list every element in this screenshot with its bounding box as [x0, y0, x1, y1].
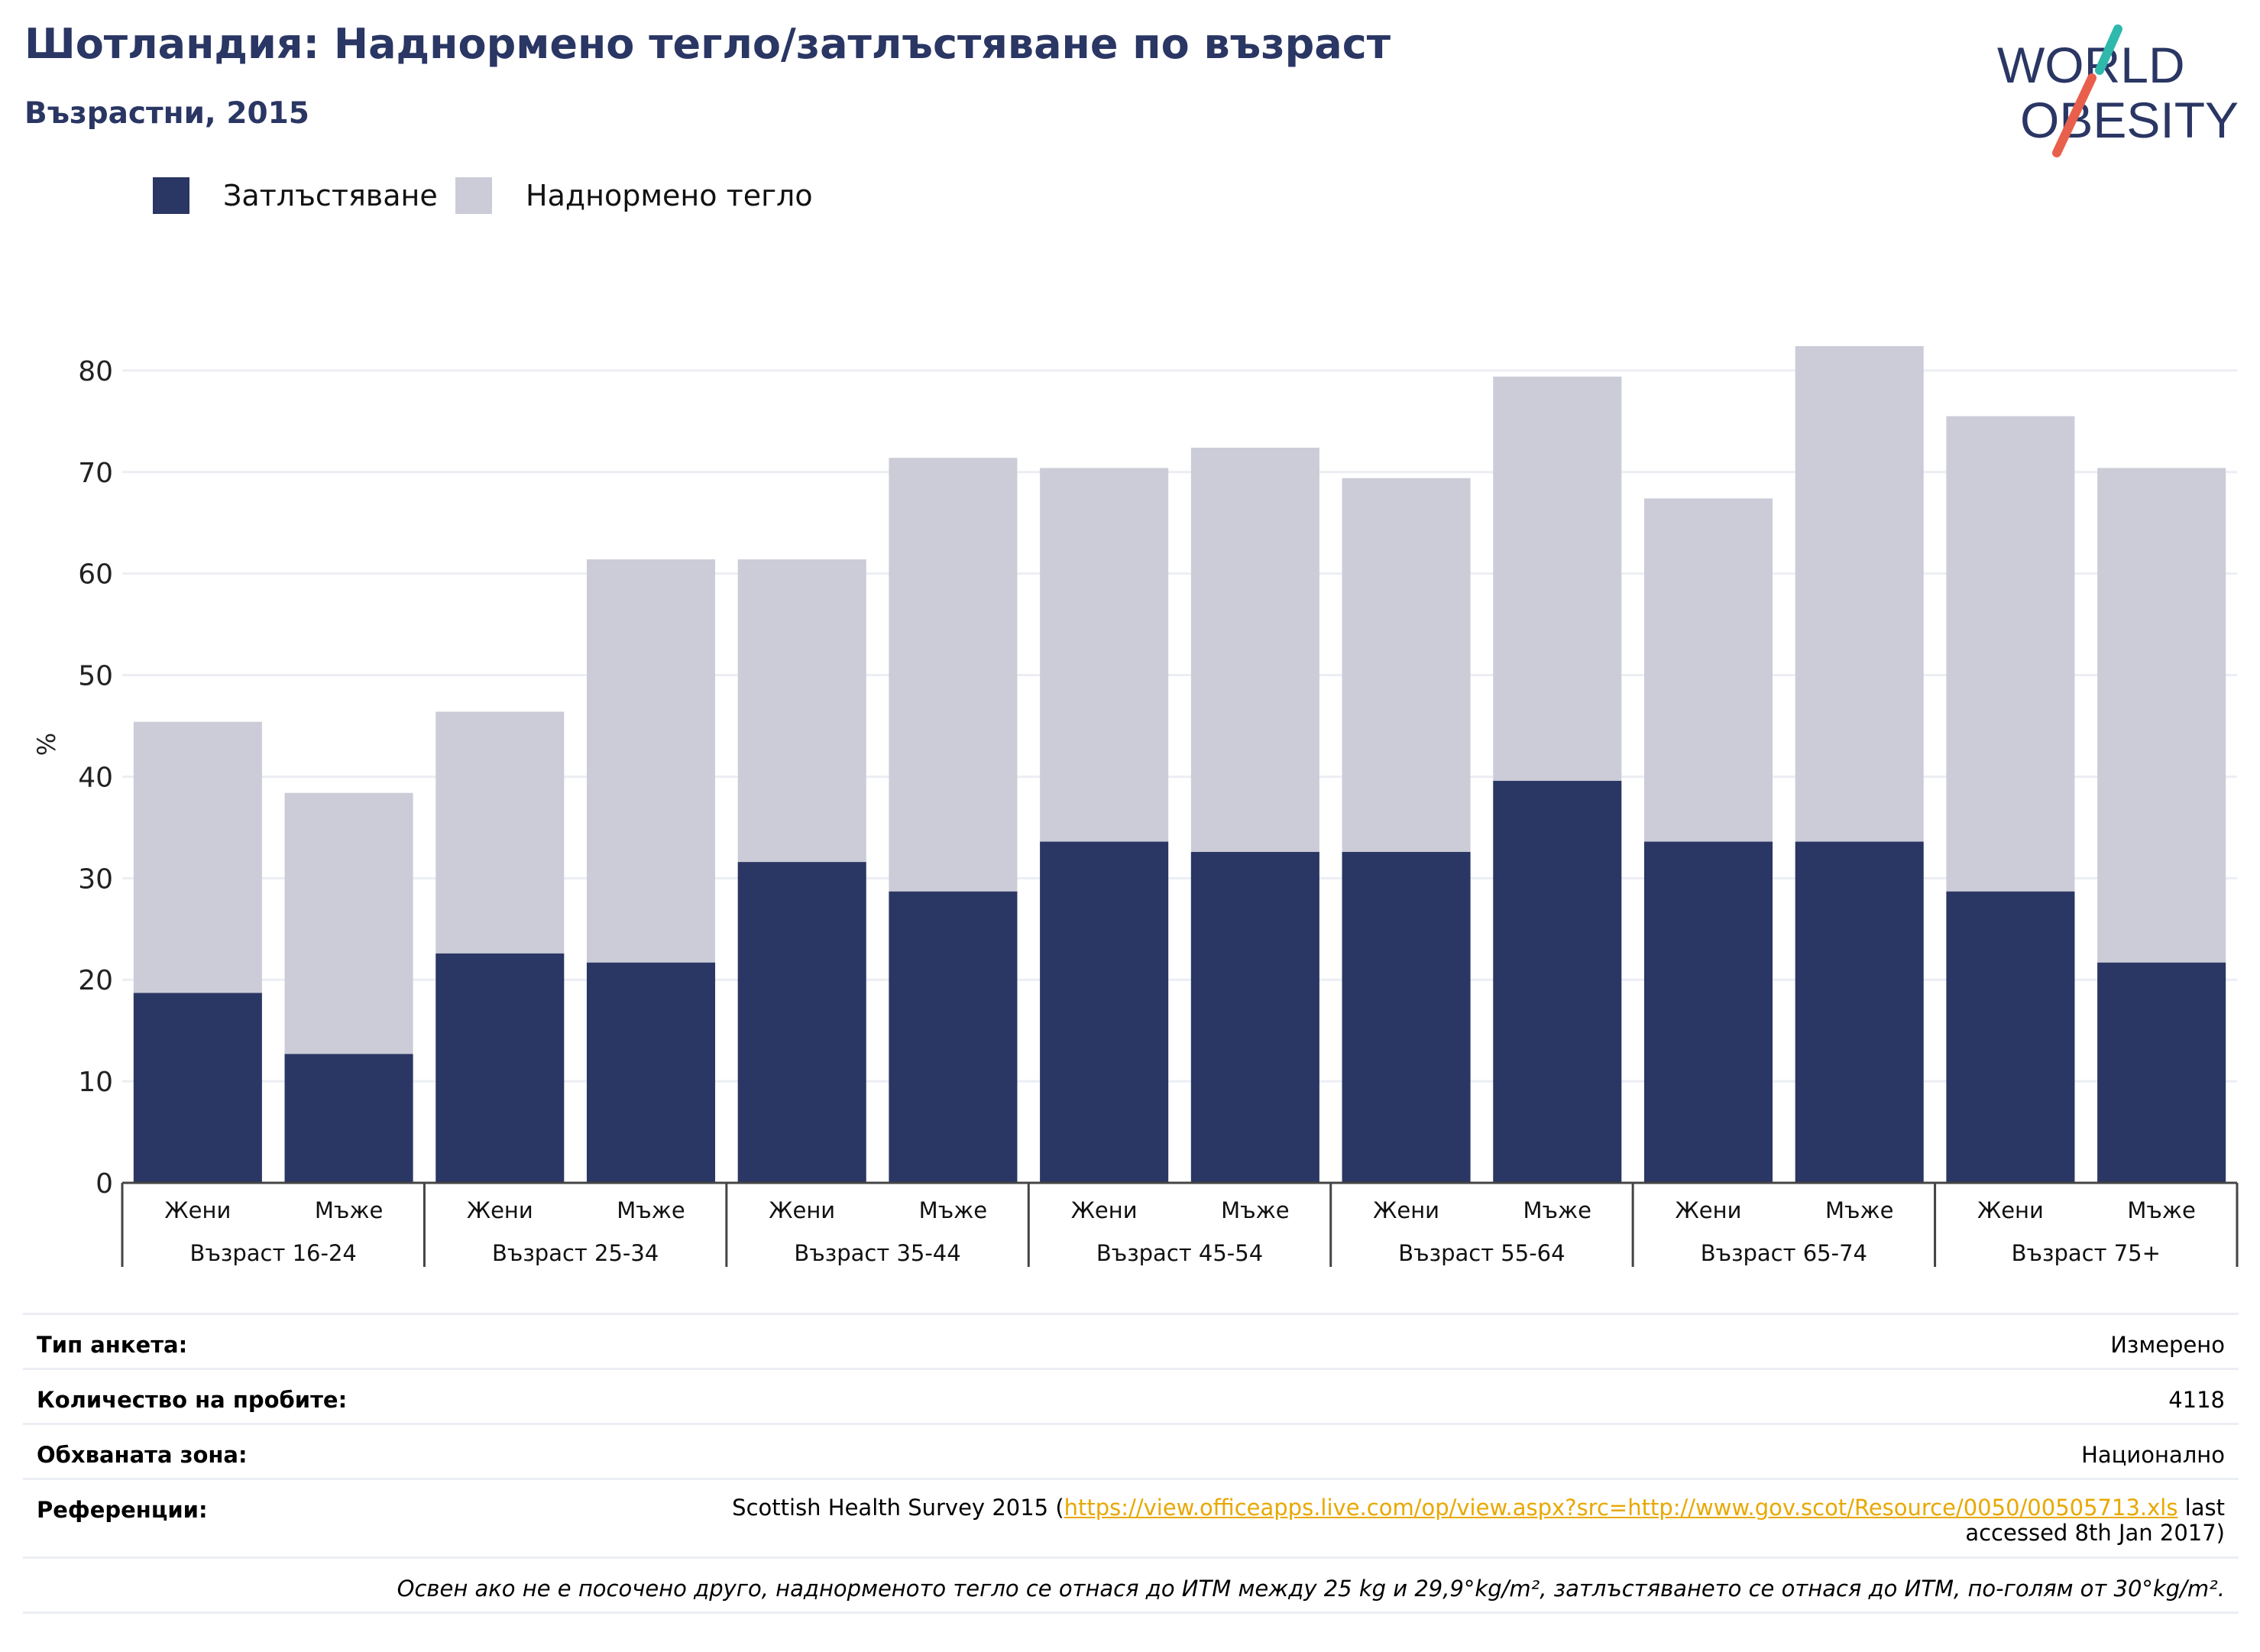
- legend-label-obesity: Затлъстяване: [223, 179, 438, 212]
- x-subcategory-label: Мъже: [919, 1197, 987, 1223]
- x-subcategory-label: Мъже: [1523, 1197, 1591, 1223]
- sample-size-row: Количество на пробите: 4118: [23, 1368, 2239, 1423]
- area-covered-label: Обхваната зона:: [37, 1442, 248, 1468]
- sample-size-label: Количество на пробите:: [37, 1387, 348, 1413]
- bar-obesity: [1493, 780, 1622, 1183]
- x-subcategory-label: Жени: [1676, 1197, 1742, 1223]
- x-subcategory-label: Мъже: [1825, 1197, 1893, 1223]
- y-tick-label: 80: [78, 356, 113, 387]
- y-axis-label: %: [32, 733, 61, 756]
- bar-obesity: [586, 962, 716, 1183]
- y-tick-label: 10: [78, 1067, 113, 1098]
- bar-obesity: [1040, 841, 1169, 1183]
- bar-obesity: [889, 891, 1018, 1183]
- references-value: Scottish Health Survey 2015 (https://vie…: [697, 1495, 2225, 1546]
- x-group-label: Възраст 55-64: [1398, 1240, 1565, 1266]
- bar-overweight: [133, 721, 262, 993]
- references-accessed: last accessed 8th Jan 2017): [1965, 1495, 2225, 1546]
- bar-obesity: [1946, 891, 2075, 1183]
- references-source: Scottish Health Survey 2015 (: [732, 1495, 1064, 1521]
- survey-type-label: Тип анкета:: [37, 1332, 188, 1358]
- definition-note-row: Освен ако не е посочено друго, наднормен…: [23, 1556, 2239, 1614]
- bar-overweight: [1190, 447, 1319, 852]
- x-subcategory-label: Мъже: [617, 1197, 685, 1223]
- bar-obesity: [284, 1054, 413, 1183]
- x-subcategory-label: Мъже: [2127, 1197, 2195, 1223]
- chart-subtitle: Възрастни, 2015: [24, 96, 309, 131]
- y-tick-label: 50: [78, 661, 113, 692]
- y-tick-label: 60: [78, 559, 113, 591]
- x-subcategory-label: Мъже: [1221, 1197, 1289, 1223]
- bar-obesity: [1342, 851, 1471, 1183]
- x-subcategory-label: Жени: [769, 1197, 835, 1223]
- bar-overweight: [889, 458, 1018, 892]
- survey-info-table: Тип анкета: Измерено Количество на проби…: [23, 1313, 2239, 1614]
- x-group-label: Възраст 45-54: [1096, 1240, 1263, 1266]
- x-subcategory-label: Жени: [164, 1197, 231, 1223]
- logo-text-obesity: OBESITY: [2020, 92, 2239, 148]
- bar-overweight: [284, 792, 413, 1054]
- logo-slash-teal: [2095, 24, 2122, 75]
- y-tick-label: 0: [96, 1168, 113, 1200]
- bar-overweight: [1040, 468, 1169, 842]
- y-tick-label: 40: [78, 762, 113, 793]
- bar-overweight: [1795, 345, 1924, 842]
- definition-note: Освен ако не е посочено друго, наднормен…: [397, 1576, 2225, 1602]
- x-subcategory-label: Мъже: [315, 1197, 383, 1223]
- legend-swatch-obesity: [153, 177, 189, 214]
- bar-overweight: [2097, 468, 2226, 963]
- logo-slash-red: [2052, 73, 2096, 157]
- x-subcategory-label: Жени: [1977, 1197, 2044, 1223]
- x-group-label: Възраст 25-34: [492, 1240, 659, 1266]
- bar-overweight: [1342, 478, 1471, 852]
- references-link[interactable]: https://view.officeapps.live.com/op/view…: [1064, 1495, 2178, 1521]
- x-group-label: Възраст 16-24: [190, 1240, 357, 1266]
- bar-obesity: [1190, 851, 1319, 1183]
- bar-overweight: [1493, 376, 1622, 781]
- x-group-label: Възраст 35-44: [794, 1240, 960, 1266]
- bar-overweight: [1643, 498, 1773, 842]
- sample-size-value: 4118: [2168, 1387, 2225, 1413]
- bar-obesity: [1643, 841, 1773, 1183]
- survey-type-row: Тип анкета: Измерено: [23, 1313, 2239, 1368]
- bar-obesity: [1795, 841, 1924, 1183]
- legend-item-obesity[interactable]: Затлъстяване: [153, 177, 438, 214]
- x-group-label: Възраст 75+: [2012, 1240, 2161, 1266]
- chart-title: Шотландия: Наднормено тегло/затлъстяване…: [24, 20, 1391, 68]
- x-group-label: Възраст 65-74: [1701, 1240, 1867, 1266]
- legend-item-overweight[interactable]: Наднормено тегло: [455, 177, 813, 214]
- legend-swatch-overweight: [455, 177, 492, 214]
- x-subcategory-label: Жени: [1071, 1197, 1138, 1223]
- y-tick-label: 30: [78, 863, 113, 895]
- references-label: Референции:: [37, 1497, 208, 1523]
- references-row: Референции: Scottish Health Survey 2015 …: [23, 1478, 2239, 1556]
- bar-obesity: [435, 953, 565, 1183]
- x-subcategory-label: Жени: [467, 1197, 533, 1223]
- bar-overweight: [435, 711, 565, 954]
- area-covered-row: Обхваната зона: Национално: [23, 1423, 2239, 1478]
- y-tick-label: 20: [78, 965, 113, 996]
- x-subcategory-label: Жени: [1373, 1197, 1439, 1223]
- area-covered-value: Национално: [2081, 1442, 2225, 1468]
- stacked-bar-chart: 0 10 20 30 40 50 60 70 80% Жени Мъже Жени Мъже Жени Мъ…: [32, 345, 2239, 1267]
- bar-overweight: [586, 559, 716, 963]
- survey-type-value: Измерено: [2110, 1332, 2225, 1358]
- world-obesity-logo: WORLD OBESITY: [1997, 24, 2239, 157]
- bar-overweight: [1946, 416, 2075, 892]
- y-tick-label: 70: [78, 458, 113, 489]
- bar-obesity: [737, 862, 866, 1183]
- bar-overweight: [737, 559, 866, 863]
- legend-label-overweight: Наднормено тегло: [526, 179, 813, 212]
- bar-obesity: [2097, 962, 2226, 1183]
- bar-obesity: [133, 993, 262, 1183]
